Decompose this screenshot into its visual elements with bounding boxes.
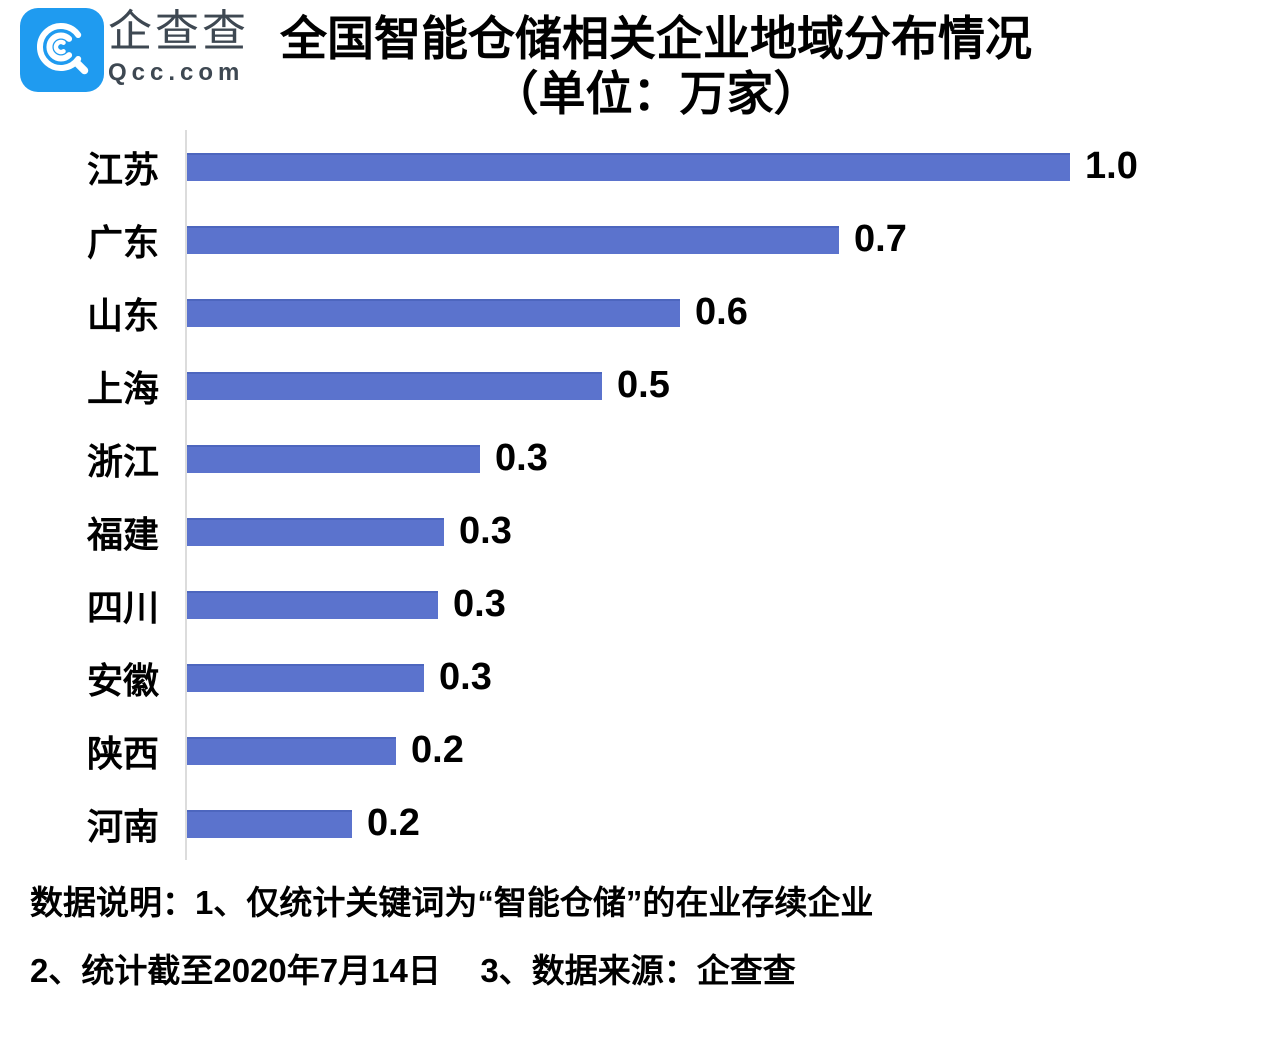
category-label: 河南 xyxy=(86,805,159,847)
value-label: 1.0 xyxy=(1085,145,1138,187)
bar-track: 0.3 xyxy=(185,641,1268,714)
footnote-line2-source: 3、数据来源：企查查 xyxy=(480,952,796,989)
chart-row: 广东 0.7 xyxy=(0,203,1268,276)
chart-row: 上海 0.5 xyxy=(0,349,1268,422)
category-label: 福建 xyxy=(86,513,159,555)
chart-row: 陕西 0.2 xyxy=(0,714,1268,787)
chart-unit: （单位：万家） xyxy=(491,66,821,120)
footnotes: 数据说明：1、仅统计关键词为“智能仓储”的在业存续企业 2、统计截至2020年7… xyxy=(30,880,873,994)
chart-row: 浙江 0.3 xyxy=(0,422,1268,495)
chart-row: 山东 0.6 xyxy=(0,276,1268,349)
bar-track: 0.3 xyxy=(185,495,1268,568)
category-label: 江苏 xyxy=(86,148,159,190)
footnote-line2: 2、统计截至2020年7月14日 3、数据来源：企查查 xyxy=(30,948,873,994)
bar-track: 1.0 xyxy=(185,130,1268,203)
bar-track: 0.2 xyxy=(185,787,1268,860)
value-label: 0.7 xyxy=(854,218,907,260)
value-label: 0.5 xyxy=(617,364,670,406)
chart-row: 江苏 1.0 xyxy=(0,130,1268,203)
footnote-line2-date: 2、统计截至2020年7月14日 xyxy=(30,952,441,989)
qcc-logo-icon xyxy=(20,8,104,92)
category-label: 广东 xyxy=(86,221,159,263)
bar xyxy=(187,225,839,254)
footnote-line1: 数据说明：1、仅统计关键词为“智能仓储”的在业存续企业 xyxy=(30,884,874,921)
bar xyxy=(187,663,424,692)
category-label: 安徽 xyxy=(86,659,159,701)
bar-track: 0.5 xyxy=(185,349,1268,422)
value-label: 0.3 xyxy=(459,510,512,552)
brand-domain: Qcc.com xyxy=(108,59,245,87)
bar-track: 0.7 xyxy=(185,203,1268,276)
bar xyxy=(187,371,602,400)
value-label: 0.6 xyxy=(695,291,748,333)
value-label: 0.3 xyxy=(439,656,492,698)
bar-track: 0.2 xyxy=(185,714,1268,787)
chart-row: 四川 0.3 xyxy=(0,568,1268,641)
bar xyxy=(187,152,1070,181)
value-label: 0.3 xyxy=(495,437,548,479)
brand-block: 企查查 Qcc.com xyxy=(108,7,249,87)
bar xyxy=(187,298,680,327)
chart-row: 河南 0.2 xyxy=(0,787,1268,860)
bar-track: 0.3 xyxy=(185,568,1268,641)
bar-chart: 江苏 1.0 广东 0.7 山东 0.6 上海 0.5 浙江 0.3 xyxy=(0,130,1268,860)
category-label: 山东 xyxy=(86,294,159,336)
category-label: 陕西 xyxy=(86,732,159,774)
category-label: 上海 xyxy=(86,367,159,409)
bar-track: 0.6 xyxy=(185,276,1268,349)
bar xyxy=(187,736,396,765)
value-label: 0.3 xyxy=(453,583,506,625)
chart-title: 全国智能仓储相关企业地域分布情况 xyxy=(280,12,1032,65)
category-label: 浙江 xyxy=(86,440,159,482)
value-label: 0.2 xyxy=(367,802,420,844)
brand-name: 企查查 xyxy=(108,7,249,56)
bar xyxy=(187,590,438,619)
category-label: 四川 xyxy=(86,586,159,628)
chart-rows: 江苏 1.0 广东 0.7 山东 0.6 上海 0.5 浙江 0.3 xyxy=(0,130,1268,860)
bar xyxy=(187,517,444,546)
bar-track: 0.3 xyxy=(185,422,1268,495)
chart-row: 安徽 0.3 xyxy=(0,641,1268,714)
chart-row: 福建 0.3 xyxy=(0,495,1268,568)
title-block: 全国智能仓储相关企业地域分布情况 （单位：万家） xyxy=(262,12,1050,121)
value-label: 0.2 xyxy=(411,729,464,771)
bar xyxy=(187,809,352,838)
bar xyxy=(187,444,480,473)
